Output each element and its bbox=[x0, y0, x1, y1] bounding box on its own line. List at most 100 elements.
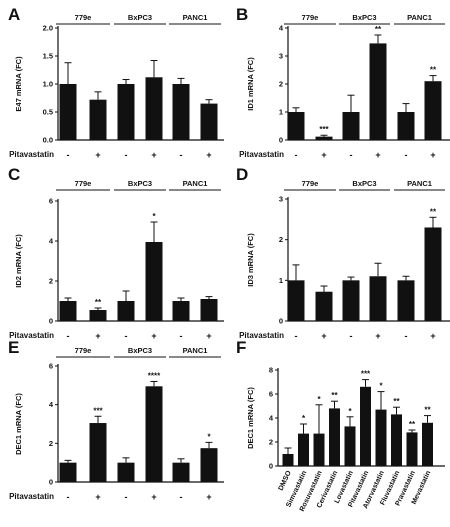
panel-c-y-tick-label: 4 bbox=[49, 237, 54, 246]
panel-e-group-label: 779e bbox=[75, 346, 92, 355]
panel-b-group-label: PANC1 bbox=[407, 13, 432, 22]
panel-e-letter: E bbox=[8, 338, 19, 357]
panel-e-bar bbox=[117, 462, 135, 482]
panel-c-group-label: BxPC3 bbox=[128, 179, 152, 188]
panel-e-treatment-value: + bbox=[151, 492, 156, 502]
panel-f-significance-label: ** bbox=[424, 406, 431, 415]
panel-a-treatment-value: - bbox=[67, 150, 70, 160]
panel-d-treatment-value: + bbox=[375, 331, 380, 341]
panel-e-treatment-value: - bbox=[125, 492, 128, 502]
panel-a-y-tick-label: 0.5 bbox=[43, 108, 53, 117]
panel-b-y-tick-label: 3 bbox=[279, 52, 283, 61]
panel-e-treatment-value: + bbox=[95, 492, 100, 502]
panel-b-treatment-value: - bbox=[295, 150, 298, 160]
panel-a-y-tick-label: 1.5 bbox=[43, 52, 53, 61]
panel-f-y-tick-label: 4 bbox=[269, 414, 274, 423]
panel-f-significance-label: * bbox=[348, 407, 352, 416]
panel-b-bar bbox=[315, 136, 333, 140]
panel-e-significance-label: *** bbox=[93, 406, 103, 415]
panel-d-letter: D bbox=[236, 165, 248, 184]
panel-d-bar bbox=[287, 280, 305, 321]
panel-b-y-tick-label: 2 bbox=[279, 80, 283, 89]
panel-f-bar bbox=[375, 409, 387, 466]
panel-f-bar bbox=[344, 426, 356, 466]
panel-e-bar bbox=[89, 423, 107, 482]
panel-e-bar bbox=[172, 462, 190, 482]
panel-a-treatment-value: + bbox=[206, 150, 211, 160]
panel-a-group-label: BxPC3 bbox=[128, 13, 152, 22]
panel-b-group-label: 779e bbox=[302, 13, 319, 22]
panel-e-y-tick-label: 2 bbox=[49, 439, 53, 448]
panel-a-y-tick-label: 0.0 bbox=[43, 136, 53, 145]
panel-b-bar bbox=[287, 112, 305, 140]
panel-f-significance-label: * bbox=[379, 382, 383, 391]
panel-d-treatment-label: Pitavastatin bbox=[239, 331, 284, 340]
panel-f-bar bbox=[406, 432, 418, 466]
panel-c-significance-label: ** bbox=[95, 298, 102, 307]
panel-c-letter: C bbox=[8, 165, 20, 184]
panel-b-significance-label: *** bbox=[319, 125, 329, 134]
panel-a-y-tick-label: 1.0 bbox=[43, 80, 53, 89]
panel-b-treatment-label: Pitavastatin bbox=[239, 150, 284, 159]
panel-b-significance-label: ** bbox=[430, 66, 437, 75]
panel-b-bar bbox=[342, 112, 360, 140]
panel-a-bar bbox=[172, 84, 190, 140]
panel-a-letter: A bbox=[8, 5, 20, 24]
panel-c-y-axis-label: ID2 mRNA (FC) bbox=[14, 234, 23, 288]
panel-c-y-tick-label: 2 bbox=[49, 277, 53, 286]
panel-b-y-axis-label: ID1 mRNA (FC) bbox=[246, 57, 255, 111]
panel-f-bar bbox=[313, 433, 325, 466]
panel-e-significance-label: * bbox=[207, 432, 211, 441]
panel-b-y-tick-label: 1 bbox=[279, 108, 283, 117]
panel-a-treatment-label: Pitavastatin bbox=[9, 150, 54, 159]
panel-f-significance-label: ** bbox=[393, 397, 400, 406]
panel-c-bar bbox=[145, 242, 163, 321]
panel-e-treatment-value: - bbox=[180, 492, 183, 502]
panel-d-group-label: 779e bbox=[302, 179, 319, 188]
panel-c-treatment-value: - bbox=[67, 331, 70, 341]
panel-e-bar bbox=[59, 462, 77, 482]
panel-d-y-tick-label: 1 bbox=[279, 276, 283, 285]
panel-b-treatment-value: + bbox=[430, 150, 435, 160]
panel-e-group-label: BxPC3 bbox=[128, 346, 152, 355]
panel-a-group-label: PANC1 bbox=[183, 13, 208, 22]
panel-a-y-axis-label: E47 mRNA (FC) bbox=[14, 56, 23, 112]
panel-f-y-tick-label: 0 bbox=[269, 462, 273, 471]
panel-c-treatment-value: + bbox=[151, 331, 156, 341]
panel-f-y-tick-label: 8 bbox=[269, 366, 273, 375]
panel-f-bar bbox=[360, 386, 371, 466]
panel-b-treatment-value: + bbox=[375, 150, 380, 160]
panel-f-bar bbox=[329, 408, 340, 466]
panel-c-bar bbox=[172, 301, 190, 321]
panel-c-treatment-label: Pitavastatin bbox=[9, 331, 54, 340]
panel-a-bar bbox=[117, 84, 135, 140]
panel-e-significance-label: **** bbox=[148, 371, 161, 380]
panel-d-y-tick-label: 2 bbox=[279, 235, 283, 244]
panel-e-treatment-value: + bbox=[206, 492, 211, 502]
panel-d-bar bbox=[369, 276, 387, 321]
panel-d-group-label: PANC1 bbox=[407, 179, 432, 188]
panel-f-significance-label: * bbox=[302, 414, 306, 423]
panel-c-bar bbox=[89, 310, 107, 321]
panel-e-y-tick-label: 6 bbox=[49, 362, 53, 371]
panel-d-group-label: BxPC3 bbox=[352, 179, 376, 188]
panel-f-bar bbox=[422, 422, 433, 466]
panel-b-treatment-value: - bbox=[350, 150, 353, 160]
panel-d-bar bbox=[397, 280, 415, 321]
panel-a-group-label: 779e bbox=[75, 13, 92, 22]
panel-e-treatment-value: - bbox=[67, 492, 70, 502]
panel-f-significance-label: * bbox=[317, 395, 321, 404]
panel-f-significance-label: ** bbox=[331, 391, 338, 400]
panel-b-significance-label: ** bbox=[375, 25, 382, 34]
panel-e-y-tick-label: 4 bbox=[49, 400, 54, 409]
panel-b-bar bbox=[397, 112, 415, 140]
panel-c-treatment-value: - bbox=[180, 331, 183, 341]
panel-c-treatment-value: - bbox=[125, 331, 128, 341]
panel-b-letter: B bbox=[236, 5, 248, 24]
panel-d-bar bbox=[424, 227, 442, 321]
panel-d-significance-label: ** bbox=[430, 207, 437, 216]
panel-b-treatment-value: + bbox=[321, 150, 326, 160]
panel-e-bar bbox=[200, 448, 218, 482]
panel-e-treatment-label: Pitavastatin bbox=[9, 492, 54, 501]
panel-c-significance-label: * bbox=[152, 212, 156, 221]
